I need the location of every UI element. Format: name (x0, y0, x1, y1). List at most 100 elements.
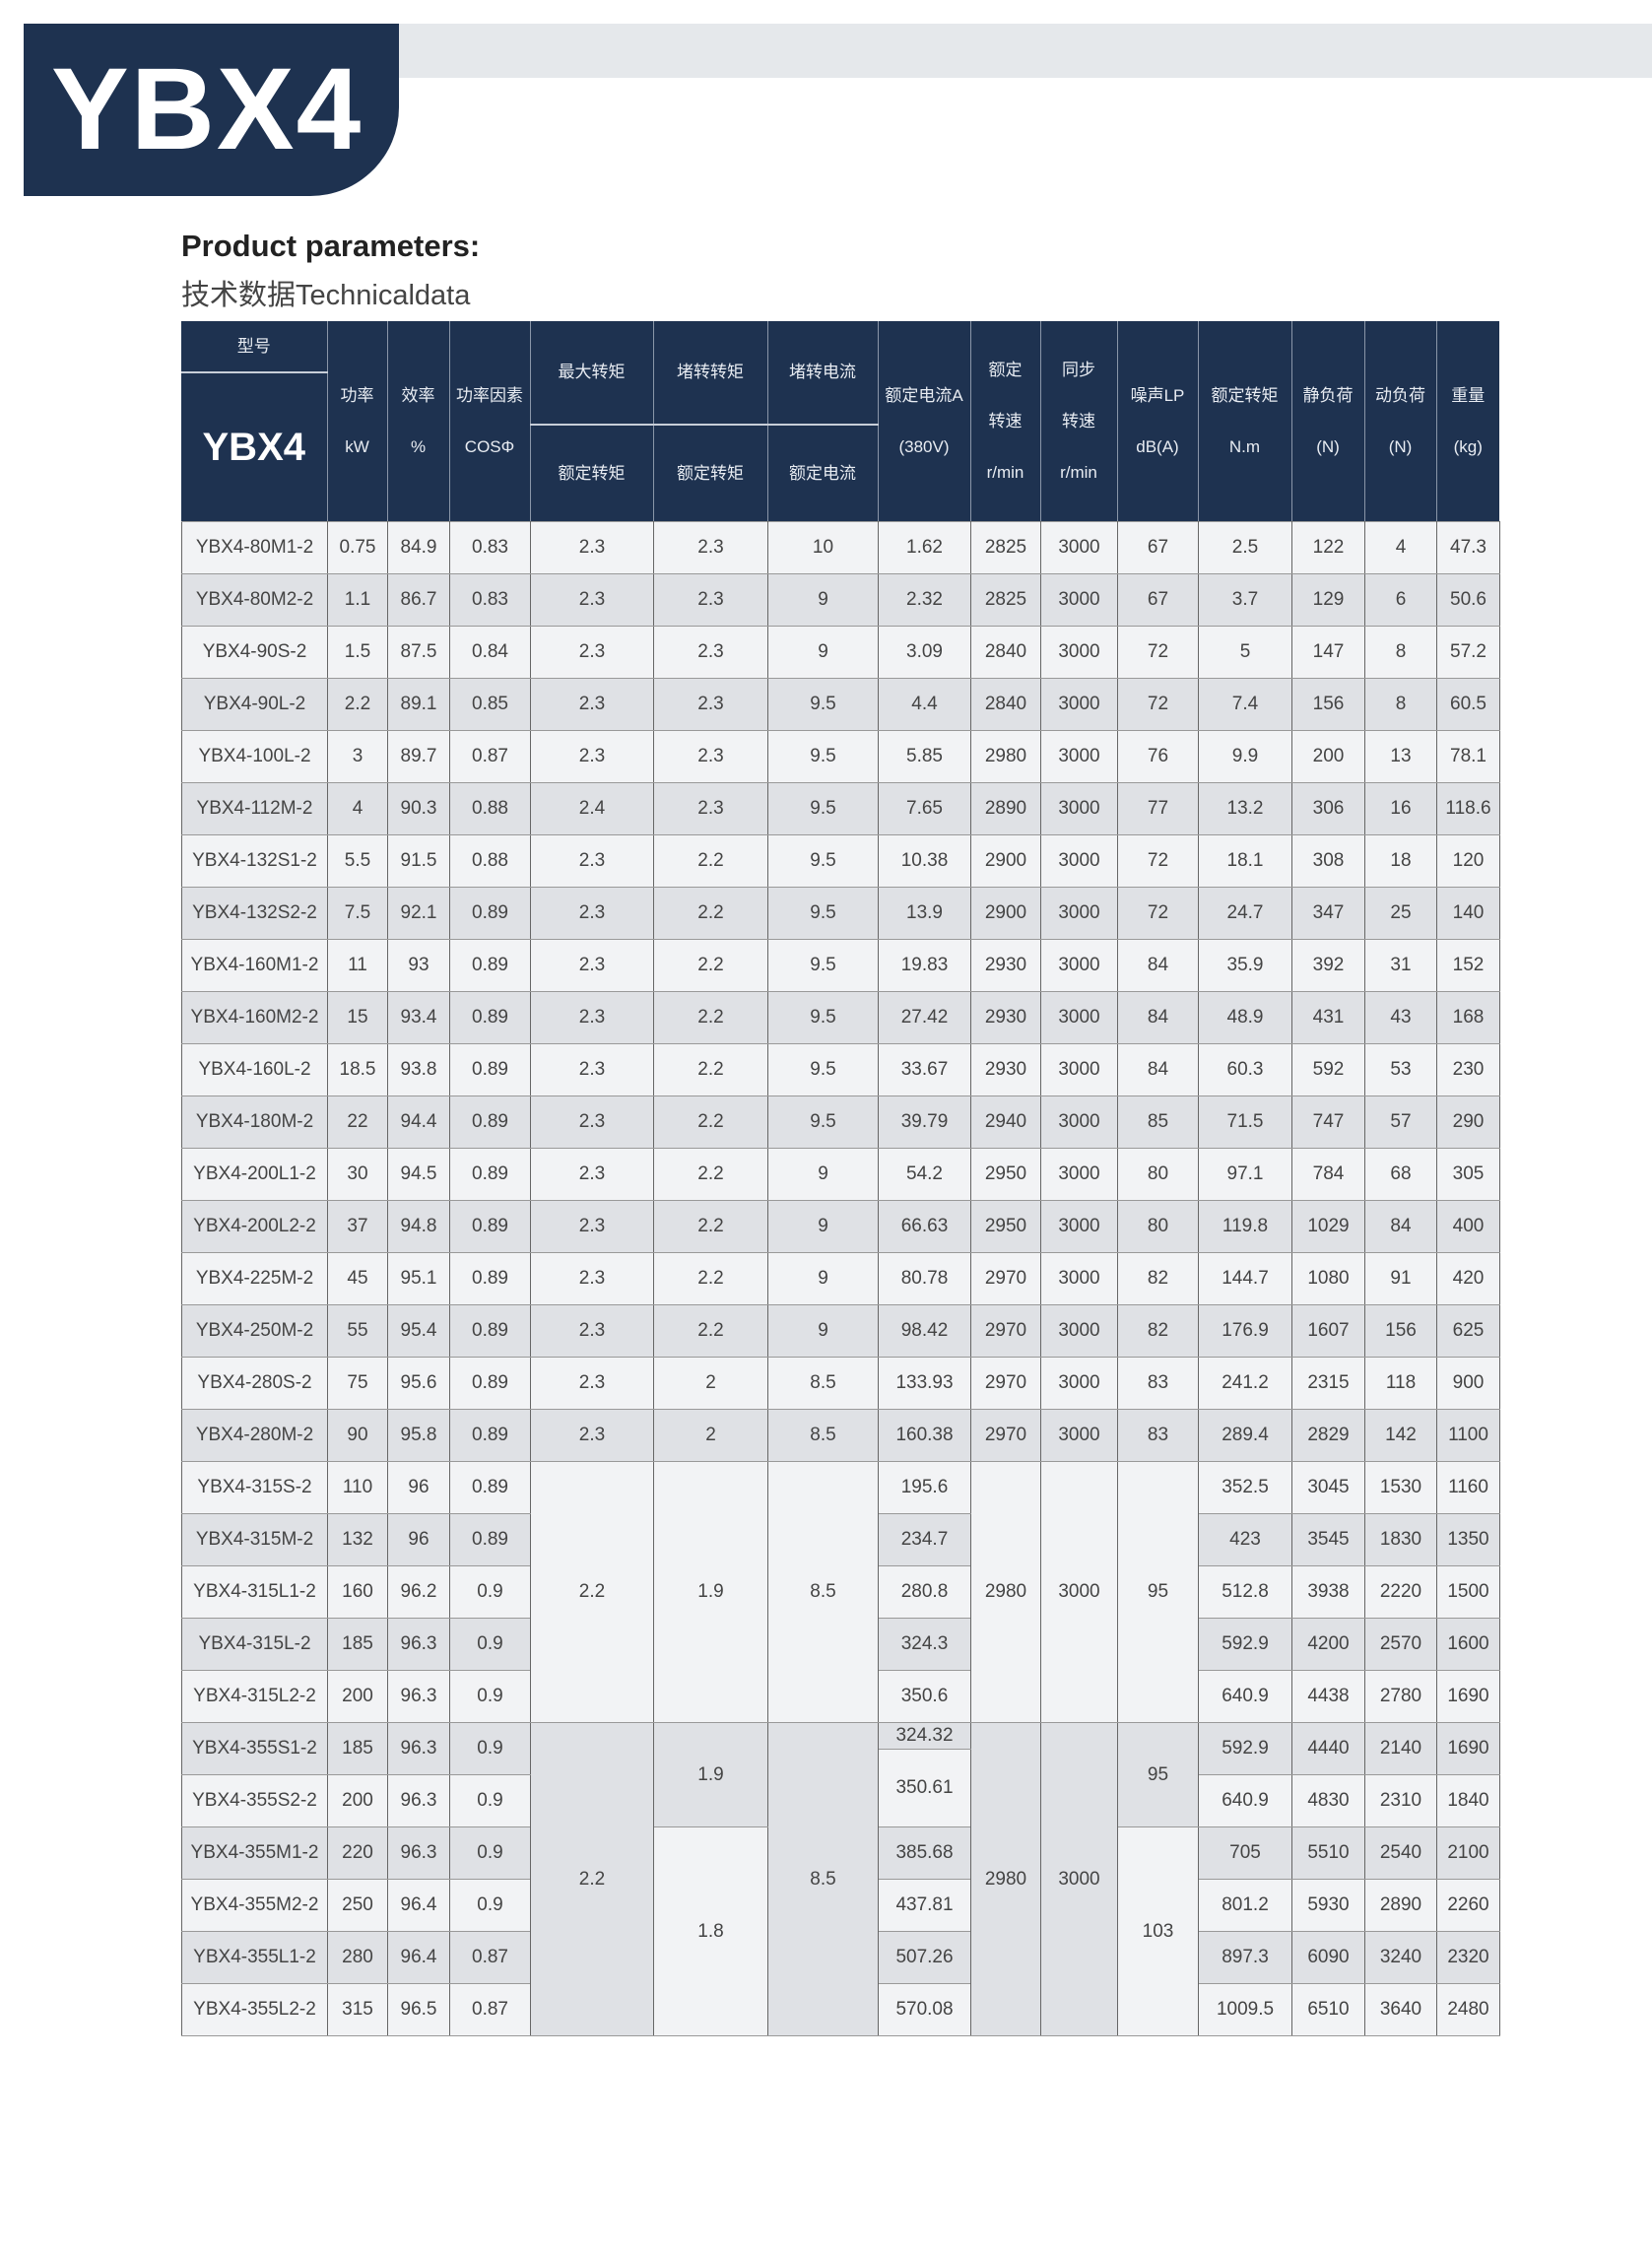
table-cell: 84 (1117, 991, 1199, 1044)
table-cell: 2220 (1364, 1565, 1437, 1619)
table-cell: 57 (1364, 1095, 1437, 1149)
model-cell: YBX4-315L-2 (181, 1618, 328, 1671)
table-cell: 2.3 (530, 834, 654, 888)
table-cell: 250 (327, 1879, 388, 1932)
table-cell: 9 (767, 1252, 879, 1305)
table-row: YBX4-355S1-2 185 96.3 0.9 2.2 1.9 8.5 324.32 298… (181, 1722, 1500, 2036)
merged-cell: 1.8 (653, 1826, 768, 2036)
table-cell: 2.3 (530, 991, 654, 1044)
table-cell: 200 (327, 1670, 388, 1723)
table-cell: 2.3 (530, 678, 654, 731)
table-cell: 53 (1364, 1043, 1437, 1096)
table-cell: 60.5 (1436, 678, 1500, 731)
table-cell: 9.5 (767, 887, 879, 940)
table-cell: 6510 (1291, 1983, 1365, 2036)
table-cell: 625 (1436, 1304, 1500, 1358)
table-cell: 305 (1436, 1148, 1500, 1201)
merged-cell: 3000 (1040, 1461, 1118, 1723)
table-cell: 0.89 (449, 1409, 531, 1462)
table-cell: 71.5 (1198, 1095, 1292, 1149)
table-cell: 8.5 (767, 1357, 879, 1410)
table-cell: 392 (1291, 939, 1365, 992)
table-cell: 96.2 (387, 1565, 450, 1619)
model-cell: YBX4-200L1-2 (181, 1148, 328, 1201)
model-cell: YBX4-80M1-2 (181, 521, 328, 574)
table-cell: 96.4 (387, 1931, 450, 1984)
table-cell: 66.63 (878, 1200, 971, 1253)
table-cell: 2.2 (653, 1095, 768, 1149)
merged-cell: 3000 (1040, 1722, 1118, 2036)
model-cell: YBX4-160M2-2 (181, 991, 328, 1044)
table-cell: 0.9 (449, 1670, 531, 1723)
table-cell: 220 (327, 1826, 388, 1880)
table-cell: 2970 (970, 1304, 1041, 1358)
table-cell: 747 (1291, 1095, 1365, 1149)
table-cell: 87.5 (387, 626, 450, 679)
table-cell: 5.85 (878, 730, 971, 783)
table-cell: 2.3 (530, 1252, 654, 1305)
header-weight: 重量 (kg) (1435, 321, 1499, 521)
table-cell: 91 (1364, 1252, 1437, 1305)
table-cell: 96.3 (387, 1618, 450, 1671)
table-cell: 350.61 (878, 1749, 971, 1827)
table-cell: 2.2 (653, 991, 768, 1044)
header-band (394, 24, 1652, 78)
header-sync-speed: 同步 转速 r/min (1039, 321, 1117, 521)
table-cell: 85 (1117, 1095, 1199, 1149)
table-cell: 1029 (1291, 1200, 1365, 1253)
table-cell: 2.3 (530, 573, 654, 627)
table-cell: 10 (767, 521, 879, 574)
table-cell: 9.5 (767, 1043, 879, 1096)
model-cell: YBX4-355L2-2 (181, 1983, 328, 2036)
table-cell: 3.09 (878, 626, 971, 679)
table-cell: 4.4 (878, 678, 971, 731)
table-cell: 640.9 (1198, 1774, 1292, 1827)
table-cell: 0.83 (449, 521, 531, 574)
table-cell: 3000 (1040, 1409, 1118, 1462)
model-cell: YBX4-280S-2 (181, 1357, 328, 1410)
table-cell: 2140 (1364, 1722, 1437, 1775)
table-cell: 512.8 (1198, 1565, 1292, 1619)
table-cell: 120 (1436, 834, 1500, 888)
table-cell: 290 (1436, 1095, 1500, 1149)
header-rated-speed: 额定 转速 r/min (969, 321, 1040, 521)
table-cell: 18 (1364, 834, 1437, 888)
table-cell: 0.9 (449, 1826, 531, 1880)
table-cell: 1350 (1436, 1513, 1500, 1566)
header-model-label: 型号 (181, 321, 327, 373)
model-cell: YBX4-355S1-2 (181, 1722, 328, 1775)
page-heading: Product parameters: (181, 229, 481, 263)
table-cell: 3545 (1291, 1513, 1365, 1566)
table-header: 型号 功率 kW 效率% 功率因素 COSΦ 最大转矩 堵转转矩 堵转电流 额定电流… (181, 321, 1499, 521)
model-cell: YBX4-180M-2 (181, 1095, 328, 1149)
table-cell: 2.3 (530, 1304, 654, 1358)
table-cell: 324.3 (878, 1618, 971, 1671)
table-row: YBX4-280S-2 75 95.6 0.89 2.3 2 8.5 133.93 2970 30… (181, 1357, 1500, 1410)
table-cell: 2900 (970, 834, 1041, 888)
table-cell: 437.81 (878, 1879, 971, 1932)
table-row: YBX4-200L2-2 37 94.8 0.89 2.3 2.2 9 66.63 2950 30… (181, 1200, 1500, 1253)
table-cell: 1009.5 (1198, 1983, 1292, 2036)
table-cell: 431 (1291, 991, 1365, 1044)
table-cell: 195.6 (878, 1461, 971, 1514)
table-cell: 94.8 (387, 1200, 450, 1253)
table-cell: 1.62 (878, 521, 971, 574)
model-cell: YBX4-132S2-2 (181, 887, 328, 940)
table-cell: 1160 (1436, 1461, 1500, 1514)
table-row: YBX4-180M-2 22 94.4 0.89 2.3 2.2 9.5 39.79 2940 3… (181, 1095, 1500, 1149)
table-cell: 9.5 (767, 834, 879, 888)
table-cell: 89.1 (387, 678, 450, 731)
table-cell: 2.4 (530, 782, 654, 835)
table-cell: 784 (1291, 1148, 1365, 1201)
table-cell: 95.1 (387, 1252, 450, 1305)
table-row: YBX4-80M1-2 0.75 84.9 0.83 2.3 2.3 10 1.62 2825 3… (181, 521, 1500, 574)
table-cell: 2.2 (653, 834, 768, 888)
table-cell: 3000 (1040, 782, 1118, 835)
table-cell: 80 (1117, 1200, 1199, 1253)
table-cell: 2970 (970, 1409, 1041, 1462)
table-cell: 9 (767, 1148, 879, 1201)
table-cell: 96 (387, 1513, 450, 1566)
table-cell: 3000 (1040, 1095, 1118, 1149)
model-cell: YBX4-315L2-2 (181, 1670, 328, 1723)
merged-cell: 8.5 (767, 1461, 879, 1723)
